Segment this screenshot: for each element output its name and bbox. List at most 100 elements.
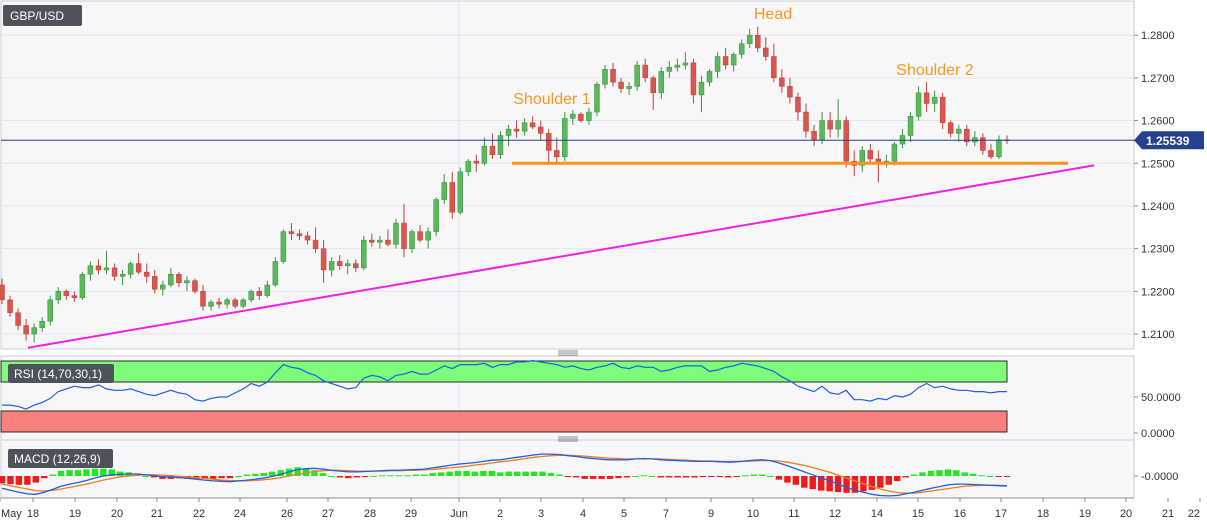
candle-down <box>787 86 793 98</box>
candle-up <box>714 56 721 72</box>
macd-histogram-bar-neg <box>885 476 892 485</box>
candle-down <box>771 56 777 79</box>
macd-histogram-bar-neg <box>606 476 614 479</box>
macd-histogram-bar-pos <box>953 470 960 476</box>
candle-up <box>55 291 62 301</box>
candle-down <box>939 96 946 123</box>
macd-histogram-bar-pos <box>978 475 985 477</box>
rsi-title: RSI (14,70,30,1) <box>14 367 102 381</box>
candle-up <box>658 71 665 94</box>
macd-histogram-bar-neg <box>15 476 23 485</box>
macd-histogram-bar-neg <box>218 476 225 479</box>
x-tick-label: 2 <box>497 508 503 520</box>
candle-up <box>594 84 600 113</box>
x-tick-label: 10 <box>747 508 759 520</box>
candle-down <box>176 274 182 284</box>
candle-down <box>320 248 327 271</box>
macd-histogram-bar-neg <box>345 476 352 479</box>
candle-down <box>722 56 729 66</box>
candle-up <box>738 43 745 55</box>
macd-histogram-bar-pos <box>91 468 99 476</box>
macd-histogram-bar-neg <box>843 476 850 493</box>
symbol-title: GBP/USD <box>10 9 64 23</box>
candle-up <box>956 128 962 134</box>
candle-down <box>779 77 785 87</box>
price-y-tick-label: 1.2700 <box>1141 73 1175 85</box>
macd-histogram-bar-neg <box>226 476 234 479</box>
candle-down <box>988 150 994 158</box>
macd-histogram-bar-neg <box>665 476 673 478</box>
macd-histogram-bar-neg <box>775 476 783 480</box>
macd-histogram-bar-neg <box>725 476 732 478</box>
macd-histogram-bar-pos <box>142 476 149 477</box>
x-tick-label: 18 <box>27 508 39 520</box>
macd-histogram-bar-neg <box>1003 476 1011 477</box>
candle-down <box>650 77 656 94</box>
macd-histogram-bar-neg <box>894 476 901 482</box>
candle-down <box>545 133 552 151</box>
candle-up <box>586 111 592 121</box>
macd-histogram-bar-neg <box>784 476 791 483</box>
x-tick-label: 21 <box>1162 508 1174 520</box>
candle-down <box>369 239 375 243</box>
macd-histogram-bar-pos <box>741 475 749 477</box>
candle-down <box>690 62 697 96</box>
x-tick-label: 19 <box>69 508 81 520</box>
x-tick-label: 27 <box>322 508 334 520</box>
candle-up <box>103 267 110 271</box>
candle-down <box>288 231 295 234</box>
candle-up <box>280 231 287 262</box>
macd-histogram-bar-neg <box>201 476 208 479</box>
macd-histogram-bar-neg <box>589 476 597 479</box>
candle-up <box>328 261 335 271</box>
macd-histogram-bar-pos <box>488 470 496 476</box>
macd-histogram-bar-pos <box>919 472 926 476</box>
candle-up <box>996 139 1002 158</box>
candle-down <box>642 64 648 79</box>
candle-down <box>296 233 303 237</box>
macd-y-tick-label: -0.0000 <box>1141 471 1178 483</box>
macd-histogram-bar-pos <box>252 473 259 476</box>
candle-up <box>562 118 568 158</box>
symbol-badge <box>3 5 82 26</box>
macd-histogram-bar-pos <box>83 469 90 476</box>
macd-histogram-bar-pos <box>57 470 65 476</box>
candle-up <box>931 96 938 104</box>
annotation-label: Head <box>754 6 792 23</box>
macd-histogram-bar-pos <box>539 471 546 476</box>
x-tick-label: 11 <box>788 508 799 520</box>
macd-histogram-bar-neg <box>361 476 369 477</box>
candle-down <box>385 239 391 245</box>
candle-up <box>626 86 632 89</box>
candle-down <box>353 263 359 269</box>
candle-up <box>682 62 689 66</box>
x-tick-label: 24 <box>234 508 246 520</box>
candle-up <box>819 120 825 141</box>
candle-up <box>481 145 488 164</box>
candle-up <box>666 66 673 72</box>
candle-up <box>505 128 512 136</box>
macd-histogram-bar-neg <box>716 476 724 477</box>
macd-histogram-bar-pos <box>412 474 420 476</box>
macd-histogram-bar-neg <box>7 476 14 485</box>
candle-down <box>401 222 407 249</box>
candle-down <box>489 145 496 155</box>
candle-up <box>208 301 214 307</box>
macd-histogram-bar-pos <box>378 475 386 477</box>
macd-histogram-bar-neg <box>41 476 48 479</box>
x-tick-label: Jun <box>450 508 468 520</box>
candle-down <box>192 280 198 292</box>
candle-down <box>312 239 319 249</box>
macd-histogram-bar-neg <box>0 476 6 484</box>
x-tick-label: 4 <box>580 508 586 520</box>
candle-down <box>304 235 311 241</box>
macd-histogram-bar-pos <box>235 476 242 477</box>
macd-histogram-bar-pos <box>404 475 411 477</box>
candle-up <box>465 160 472 173</box>
macd-title: MACD (12,26,9) <box>14 452 101 466</box>
macd-histogram-bar-neg <box>623 476 631 478</box>
macd-histogram-bar-pos <box>497 472 504 476</box>
x-tick-label: 22 <box>1188 508 1200 520</box>
candle-up <box>425 231 431 241</box>
